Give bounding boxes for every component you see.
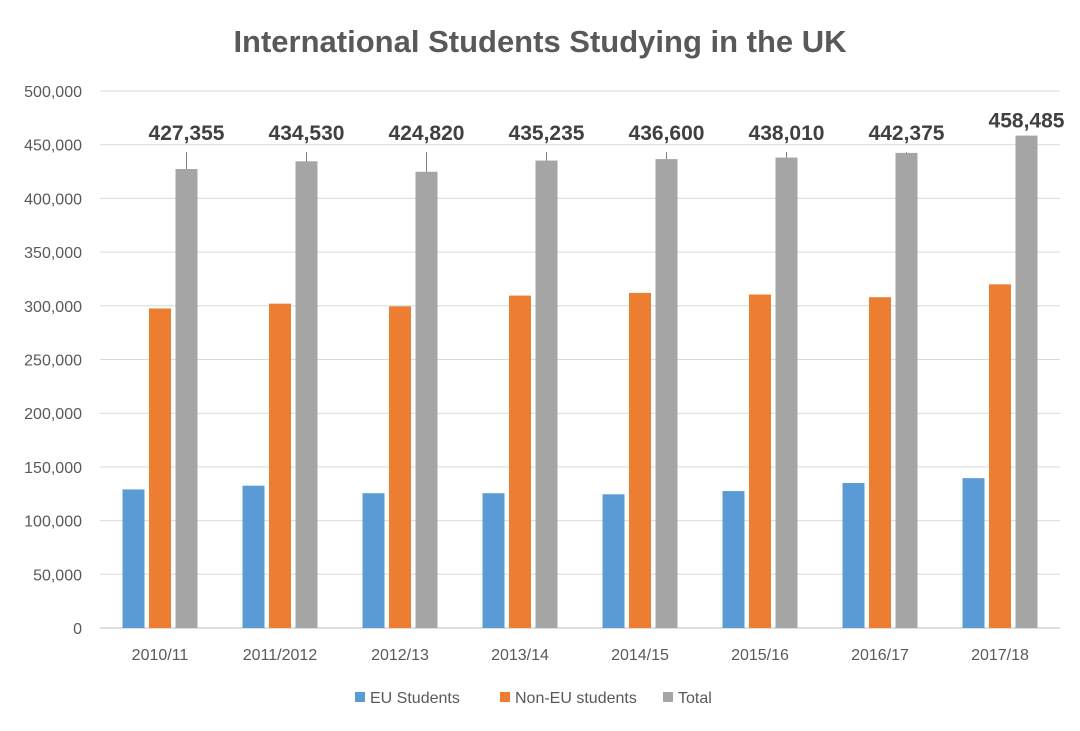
- y-tick-label: 100,000: [24, 514, 82, 531]
- bar-non-eu-students: [149, 308, 171, 628]
- x-tick-label: 2011/2012: [243, 647, 318, 664]
- legend-label: Total: [678, 690, 712, 707]
- bar-total: [895, 152, 918, 628]
- y-tick-label: 0: [73, 621, 82, 638]
- bar-non-eu-students: [989, 284, 1011, 628]
- bar-eu-students: [842, 483, 865, 628]
- chart-title: International Students Studying in the U…: [233, 24, 847, 59]
- y-tick-label: 400,000: [24, 191, 82, 208]
- y-tick-label: 50,000: [33, 567, 82, 584]
- bar-non-eu-students: [269, 303, 291, 628]
- bar-total: [295, 161, 318, 629]
- y-tick-label: 200,000: [24, 406, 82, 423]
- bars: [122, 135, 1038, 629]
- x-tick-label: 2017/18: [971, 647, 1029, 664]
- bar-eu-students: [482, 493, 505, 628]
- legend: EU Students Non-EU students Total: [355, 690, 712, 707]
- bar-total: [535, 160, 558, 628]
- y-tick-label: 350,000: [24, 245, 82, 262]
- x-tick-label: 2012/13: [371, 647, 429, 664]
- bar-eu-students: [722, 491, 745, 628]
- x-tick-label: 2015/16: [731, 647, 789, 664]
- x-tick-label: 2014/15: [611, 647, 669, 664]
- y-axis: 0 50,000 100,000 150,000 200,000 250,000 300,0…: [24, 84, 82, 638]
- legend-label: Non-EU students: [515, 690, 637, 707]
- y-tick-label: 450,000: [24, 138, 82, 155]
- y-tick-label: 300,000: [24, 299, 82, 316]
- bar-non-eu-students: [749, 294, 771, 628]
- bar-total: [415, 171, 438, 628]
- bar-eu-students: [602, 494, 625, 628]
- data-label: 438,010: [749, 122, 825, 145]
- bar-total: [175, 169, 198, 628]
- y-tick-label: 150,000: [24, 460, 82, 477]
- bar-non-eu-students: [869, 297, 891, 628]
- legend-swatch: [500, 692, 510, 702]
- bar-total: [655, 159, 678, 628]
- bar-total: [775, 157, 798, 628]
- bar-eu-students: [122, 489, 145, 628]
- bar-total: [1015, 135, 1038, 629]
- data-label: 427,355: [149, 122, 225, 145]
- bar-eu-students: [362, 493, 385, 628]
- bar-non-eu-students: [629, 292, 651, 628]
- bar-eu-students: [242, 485, 265, 628]
- bar-eu-students: [962, 478, 985, 628]
- x-tick-label: 2010/11: [132, 647, 189, 664]
- data-label: 435,235: [509, 122, 585, 145]
- bar-non-eu-students: [509, 295, 531, 628]
- data-label: 442,375: [869, 122, 945, 145]
- data-labels: 427,355 434,530 424,820 435,235 436,600 438,0…: [149, 110, 1065, 172]
- data-label: 458,485: [989, 110, 1065, 133]
- x-tick-label: 2013/14: [491, 647, 549, 664]
- legend-swatch: [663, 692, 673, 702]
- y-tick-label: 250,000: [24, 353, 82, 370]
- data-label: 436,600: [629, 122, 705, 145]
- x-tick-label: 2016/17: [851, 647, 909, 664]
- data-label: 424,820: [389, 122, 465, 145]
- legend-swatch: [355, 692, 365, 702]
- data-label: 434,530: [269, 122, 345, 145]
- legend-label: EU Students: [370, 690, 460, 707]
- y-tick-label: 500,000: [24, 84, 82, 101]
- bar-non-eu-students: [389, 306, 411, 628]
- x-axis: 2010/11 2011/2012 2012/13 2013/14 2014/15 201…: [132, 647, 1029, 664]
